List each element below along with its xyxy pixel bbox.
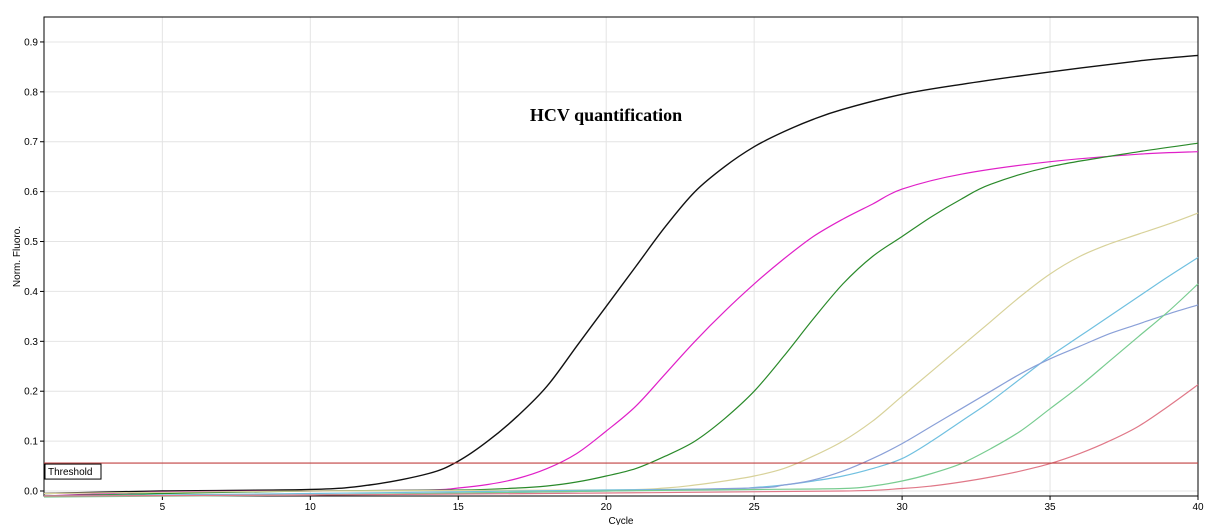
y-tick-label: 0.2 <box>24 387 38 398</box>
series-line-5[interactable] <box>43 256 1199 497</box>
x-axis-ticks: 5 10 15 20 25 30 35 40 <box>160 496 1204 513</box>
y-axis-ticks: 0.0 0.1 0.2 0.3 0.4 0.5 0.6 0.7 0.8 0.9 <box>24 37 44 498</box>
series-line-1[interactable] <box>43 54 1199 495</box>
series-line-7[interactable] <box>43 283 1199 498</box>
y-axis-label: Norm. Fluoro. <box>12 226 23 287</box>
y-tick-label: 0.1 <box>24 437 38 448</box>
y-tick-label: 0.8 <box>24 87 38 98</box>
chart-title: HCV quantification <box>530 105 682 125</box>
y-tick-label: 0.0 <box>24 487 38 498</box>
threshold-label: Threshold <box>48 467 92 478</box>
x-tick-label: 15 <box>453 502 465 513</box>
x-tick-label: 35 <box>1044 502 1056 513</box>
y-tick-label: 0.9 <box>24 37 38 48</box>
y-tick-label: 0.6 <box>24 187 38 198</box>
y-tick-label: 0.4 <box>24 287 38 298</box>
plot-area-frame <box>43 16 1199 497</box>
series-line-8[interactable] <box>43 384 1199 497</box>
series-group <box>43 54 1199 498</box>
x-tick-label: 20 <box>601 502 613 513</box>
y-tick-label: 0.3 <box>24 337 38 348</box>
x-tick-label: 30 <box>897 502 909 513</box>
x-tick-label: 25 <box>749 502 761 513</box>
threshold-group: Threshold <box>44 462 1198 480</box>
y-tick-label: 0.5 <box>24 237 38 248</box>
x-tick-label: 40 <box>1192 502 1204 513</box>
x-tick-label: 10 <box>305 502 317 513</box>
threshold-label-box <box>44 463 102 480</box>
x-axis-label: Cycle <box>608 516 633 525</box>
x-tick-label: 5 <box>160 502 166 513</box>
y-tick-label: 0.7 <box>24 137 38 148</box>
